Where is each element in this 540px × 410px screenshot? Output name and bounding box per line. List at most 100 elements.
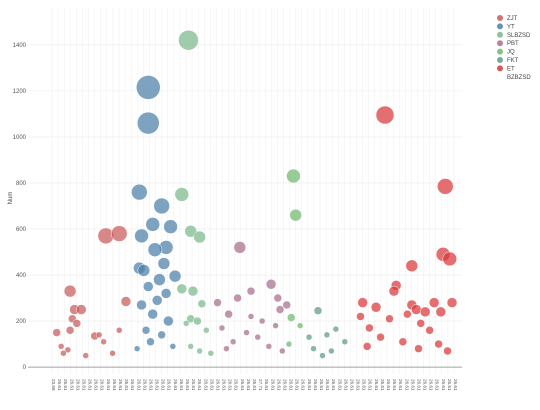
- x-tick-label: 26.61: [161, 379, 166, 391]
- data-point: [133, 345, 141, 352]
- y-tick-label: 800: [16, 181, 27, 187]
- x-tick-label: 26.61: [447, 379, 452, 391]
- data-point: [247, 313, 255, 320]
- legend-label: SLBZSD: [507, 33, 531, 39]
- data-point: [203, 327, 210, 334]
- x-tick-label: 26.61: [398, 379, 403, 391]
- data-point: [246, 286, 256, 296]
- data-point: [376, 332, 385, 342]
- x-tick-label: 26.61: [100, 379, 105, 391]
- y-tick-label: 400: [16, 273, 27, 279]
- data-point: [416, 319, 425, 328]
- x-tick-label: 26.61: [57, 379, 62, 391]
- legend-label: YT: [507, 24, 515, 30]
- data-point: [296, 322, 304, 329]
- data-point: [403, 309, 412, 319]
- x-tick-label: 26.61: [203, 379, 208, 391]
- data-point: [197, 299, 207, 309]
- data-point: [178, 29, 199, 51]
- legend-swatch: [497, 65, 503, 72]
- x-tick-label: 26.61: [142, 379, 147, 391]
- x-tick-label: 26.61: [301, 379, 306, 391]
- data-point: [224, 309, 233, 319]
- data-point: [76, 304, 87, 315]
- data-point: [146, 337, 155, 347]
- data-point: [115, 327, 123, 334]
- legend-swatch: [497, 48, 503, 55]
- data-point: [145, 217, 160, 232]
- x-tick-label: 26.61: [441, 379, 446, 391]
- data-point: [233, 241, 247, 254]
- data-point: [285, 340, 293, 348]
- data-point: [168, 269, 182, 283]
- data-point: [323, 331, 331, 339]
- x-tick-label: 26.61: [191, 379, 196, 391]
- y-tick-label: 1200: [13, 89, 27, 95]
- data-points: [52, 29, 458, 359]
- data-point: [213, 298, 222, 307]
- data-point: [157, 330, 166, 340]
- x-tick-label: 26.61: [75, 379, 80, 391]
- x-tick-label: 26.61: [362, 379, 367, 391]
- y-tick-label: 200: [16, 319, 27, 325]
- data-point: [137, 264, 151, 277]
- data-point: [147, 242, 163, 257]
- data-point: [147, 308, 158, 320]
- x-tick-label: 26.61: [185, 379, 190, 391]
- data-point: [275, 305, 285, 314]
- data-point: [254, 333, 261, 341]
- x-tick-label: 26.61: [228, 379, 233, 391]
- data-point: [243, 329, 250, 336]
- x-tick-label: 26.61: [63, 379, 68, 391]
- data-point: [265, 278, 277, 290]
- data-point: [153, 273, 166, 286]
- data-point: [193, 230, 206, 244]
- x-tick-label: 26.61: [215, 379, 220, 391]
- x-tick-label: 23.68: [51, 379, 56, 391]
- x-tick-label: 26.61: [416, 379, 421, 391]
- data-point: [184, 225, 197, 238]
- x-tick-label: 26.61: [94, 379, 99, 391]
- x-tick-label: 26.61: [289, 379, 294, 391]
- legend: ZJT YT SLBZSD PBT JQ FKT ET BZBZSD: [496, 15, 531, 81]
- data-point: [141, 326, 151, 335]
- data-point: [136, 75, 161, 100]
- x-tick-label: 26.61: [106, 379, 111, 391]
- y-tick-label: 1000: [13, 135, 27, 141]
- x-tick-label: 26.61: [173, 379, 178, 391]
- data-point: [375, 105, 395, 125]
- data-point: [160, 288, 172, 299]
- data-point: [286, 168, 301, 184]
- legend-label: PBT: [507, 41, 519, 47]
- x-tick-label: 26.61: [313, 379, 318, 391]
- data-point: [233, 293, 242, 303]
- x-tick-label: 26.61: [148, 379, 153, 391]
- x-tick-label: 26.61: [270, 379, 275, 391]
- data-point: [187, 343, 194, 350]
- data-point: [131, 183, 148, 201]
- data-point: [136, 299, 147, 311]
- data-point: [60, 350, 67, 357]
- x-tick-label: 26.61: [295, 379, 300, 391]
- data-point: [357, 297, 368, 308]
- legend-swatch: [497, 23, 503, 30]
- data-point: [258, 317, 266, 325]
- data-point: [110, 225, 128, 242]
- legend-swatch: [497, 57, 503, 63]
- data-point: [388, 285, 400, 297]
- x-tick-label: 26.61: [423, 379, 428, 391]
- x-tick-label: 26.61: [404, 379, 409, 391]
- data-point: [196, 347, 203, 355]
- x-tick-label: 26.61: [435, 379, 440, 391]
- data-point: [313, 306, 323, 315]
- x-tick-label: 26.61: [252, 379, 257, 391]
- data-point: [64, 346, 72, 354]
- data-point: [100, 338, 107, 346]
- legend-label: ZJT: [507, 16, 518, 22]
- x-tick-label: 26.61: [386, 379, 391, 391]
- data-point: [95, 331, 103, 339]
- x-tick-label: 26.61: [276, 379, 281, 391]
- data-point: [273, 293, 283, 303]
- data-point: [385, 314, 394, 324]
